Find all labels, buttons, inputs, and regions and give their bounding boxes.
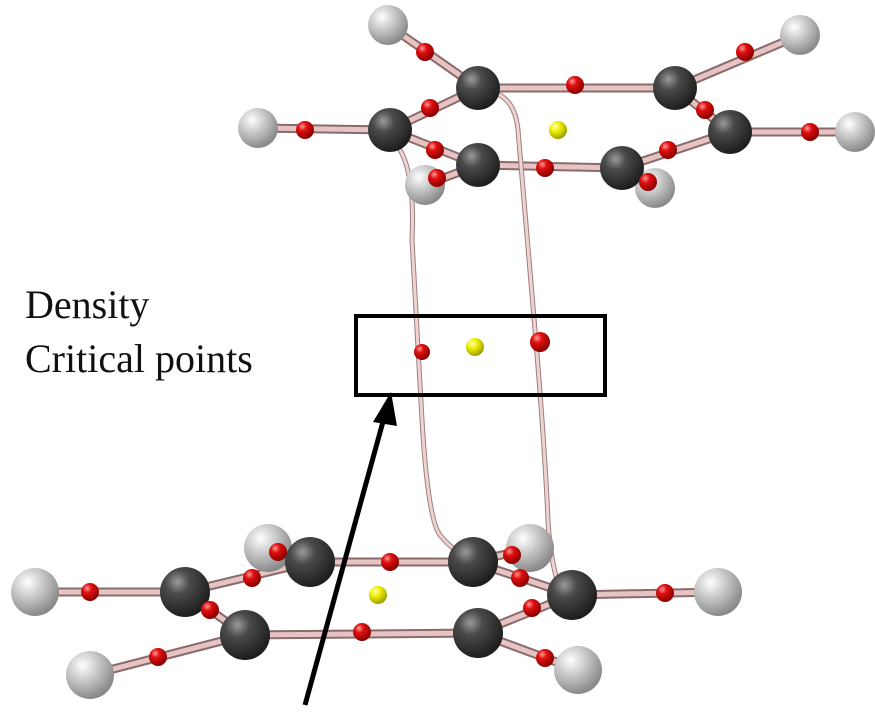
hydrogen-atom [66,651,114,699]
arrow-head [373,392,397,426]
bond-critical-point [353,623,371,641]
hydrogen-atom [11,568,59,616]
bond-critical-point [639,173,657,191]
bond-critical-point [421,99,439,117]
highlight-box [356,316,605,395]
bond-critical-point [536,159,554,177]
hydrogen-atom [368,5,408,45]
carbon-atom [653,66,697,110]
bond-critical-point [736,43,754,61]
bond-critical-point [801,123,819,141]
carbon-atom [220,610,270,660]
bond-critical-point [149,648,167,666]
carbon-atom [453,608,503,658]
carbon-atom [448,537,498,587]
bond-critical-point [536,649,554,667]
bond-critical-point [381,553,399,571]
bond-critical-point [243,569,261,587]
bond-critical-point [696,101,714,119]
cage-critical-point [466,338,484,356]
bond-critical-point [426,141,444,159]
bond-critical-point [566,76,584,94]
carbon-atom [285,537,335,587]
bond-critical-point [503,546,521,564]
carbon-atom [368,108,412,152]
bond-critical-point [530,332,550,352]
bond-critical-point [414,344,430,360]
bond-critical-point [269,543,287,561]
hydrogen-atom [835,112,875,152]
hydrogen-atom [780,15,820,55]
carbon-atom [547,570,597,620]
bond-critical-point [659,141,677,159]
molecule-diagram: Density Critical points [0,0,875,712]
bond-critical-point [656,584,674,602]
bond-critical-point [523,599,541,617]
label-line: Density [25,282,149,327]
carbon-atom [456,66,500,110]
carbon-atom [456,143,500,187]
ring-critical-point [549,121,567,139]
hydrogen-atom [238,108,278,148]
bond-critical-point [511,569,529,587]
label-line: Critical points [25,336,253,381]
bond-critical-point [428,169,446,187]
ring-critical-point [369,586,387,604]
bond-critical-point [201,601,219,619]
carbon-atom [600,146,644,190]
hydrogen-atom [694,568,742,616]
bond-critical-point [296,121,314,139]
bond-critical-point [416,43,434,61]
carbon-atom [708,110,752,154]
hydrogen-atom [554,646,602,694]
bond-critical-point [81,583,99,601]
